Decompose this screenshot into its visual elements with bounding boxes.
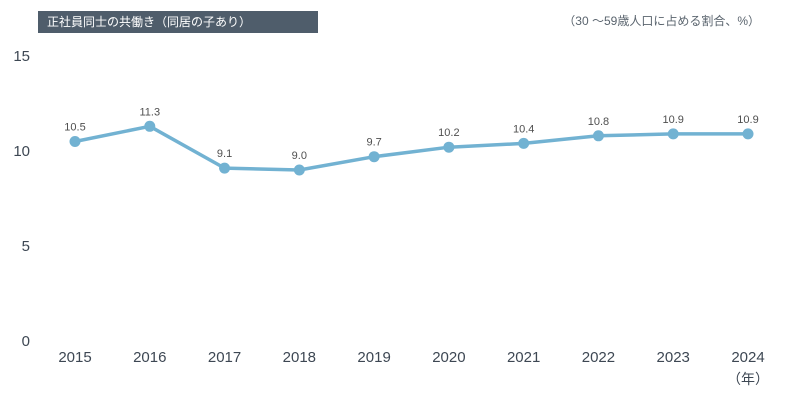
data-point-label: 10.9 xyxy=(663,114,684,126)
x-axis-tick-label: 2021 xyxy=(507,349,540,366)
data-point-marker xyxy=(368,151,380,163)
y-axis-tick-label: 15 xyxy=(13,48,30,65)
data-point-marker xyxy=(667,128,679,140)
data-point-label: 10.5 xyxy=(64,122,85,134)
x-axis-tick-label: 2016 xyxy=(133,349,166,366)
y-axis-tick-label: 0 xyxy=(22,333,30,350)
x-axis-tick-label: 2015 xyxy=(58,349,91,366)
data-point-marker xyxy=(69,136,81,147)
x-axis-tick-label: 2019 xyxy=(357,349,390,366)
data-point-label: 10.4 xyxy=(513,123,534,135)
data-point-label: 10.9 xyxy=(737,114,758,126)
x-axis-tick-label: 2020 xyxy=(432,349,465,366)
series-line xyxy=(73,124,750,172)
data-point-label: 9.1 xyxy=(217,148,232,160)
x-axis-unit-label: （年） xyxy=(727,371,769,387)
data-point-marker xyxy=(443,141,455,153)
data-point-label: 10.8 xyxy=(588,116,609,128)
data-point-marker xyxy=(144,120,156,132)
x-axis-tick-label: 2022 xyxy=(582,349,615,366)
data-point-marker xyxy=(518,137,530,149)
chart-title-badge: 正社員同士の共働き（同居の子あり） xyxy=(38,11,318,33)
y-axis-tick-label: 5 xyxy=(22,238,30,255)
x-axis-tick-label: 2023 xyxy=(657,349,690,366)
data-point-label: 10.2 xyxy=(438,127,459,139)
data-point-label: 11.3 xyxy=(139,106,160,118)
unit-note: （30 ～59歳人口に占める割合、%） xyxy=(563,14,760,28)
data-point-label: 9.0 xyxy=(292,150,307,162)
data-point-label: 9.7 xyxy=(366,137,381,149)
data-point-marker xyxy=(592,130,604,142)
y-axis-tick-label: 10 xyxy=(13,143,30,160)
data-point-marker xyxy=(742,128,754,140)
x-axis-tick-label: 2018 xyxy=(283,349,316,366)
x-axis-tick-label: 2024 xyxy=(731,349,764,366)
data-point-marker xyxy=(293,164,305,176)
data-point-marker xyxy=(219,162,231,174)
x-axis-tick-label: 2017 xyxy=(208,349,241,366)
